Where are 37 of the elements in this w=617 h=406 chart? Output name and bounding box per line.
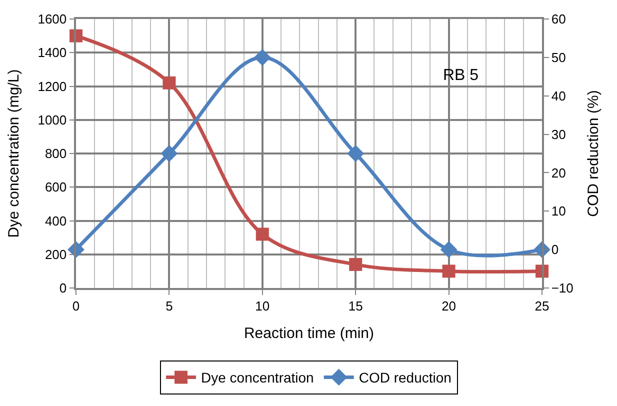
y2-tick-label: 60: [551, 12, 566, 27]
y-tick-label: 400: [44, 213, 67, 228]
point: [254, 48, 271, 66]
y2-axis-title: COD reduction (%): [584, 90, 602, 217]
y2-tick-label: 10: [551, 204, 566, 219]
y-tick-label: 600: [44, 180, 67, 195]
y2-tick-label: 50: [551, 50, 566, 65]
legend-label: COD reduction: [358, 370, 452, 386]
x-tick-label: 15: [348, 298, 363, 314]
y2-tick-label: −10: [551, 280, 574, 296]
y-tick-label: 1000: [38, 112, 67, 128]
point: [162, 76, 176, 90]
y-tick-label: 200: [44, 246, 67, 262]
point: [160, 145, 178, 162]
y2-tick-label: 40: [551, 88, 566, 104]
y2-tick-label: 20: [551, 165, 566, 180]
point: [347, 145, 364, 162]
y-tick-label: 0: [59, 280, 67, 296]
x-tick-label: 5: [166, 298, 173, 314]
y-tick-label: 1200: [38, 78, 67, 94]
annotation: RB 5: [443, 67, 479, 84]
x-tick-label: 0: [72, 298, 80, 314]
x-tick-label: 25: [534, 298, 550, 314]
point: [440, 241, 458, 258]
y-axis-title: Dye concentration (mg/L): [5, 69, 22, 238]
y2-tick-label: 0: [551, 242, 559, 258]
x-tick-label: 20: [442, 298, 456, 314]
point: [349, 258, 362, 271]
y-tick-label: 800: [44, 146, 67, 162]
legend-label: Dye concentration: [201, 370, 314, 386]
x-axis-title: Reaction time (min): [244, 324, 374, 342]
x-tick-label: 10: [255, 298, 270, 314]
y2-tick-label: 30: [551, 126, 566, 142]
y-tick-label: 1600: [38, 12, 67, 27]
y-tick-label: 1400: [38, 45, 67, 60]
point: [442, 264, 456, 278]
point: [256, 228, 269, 241]
